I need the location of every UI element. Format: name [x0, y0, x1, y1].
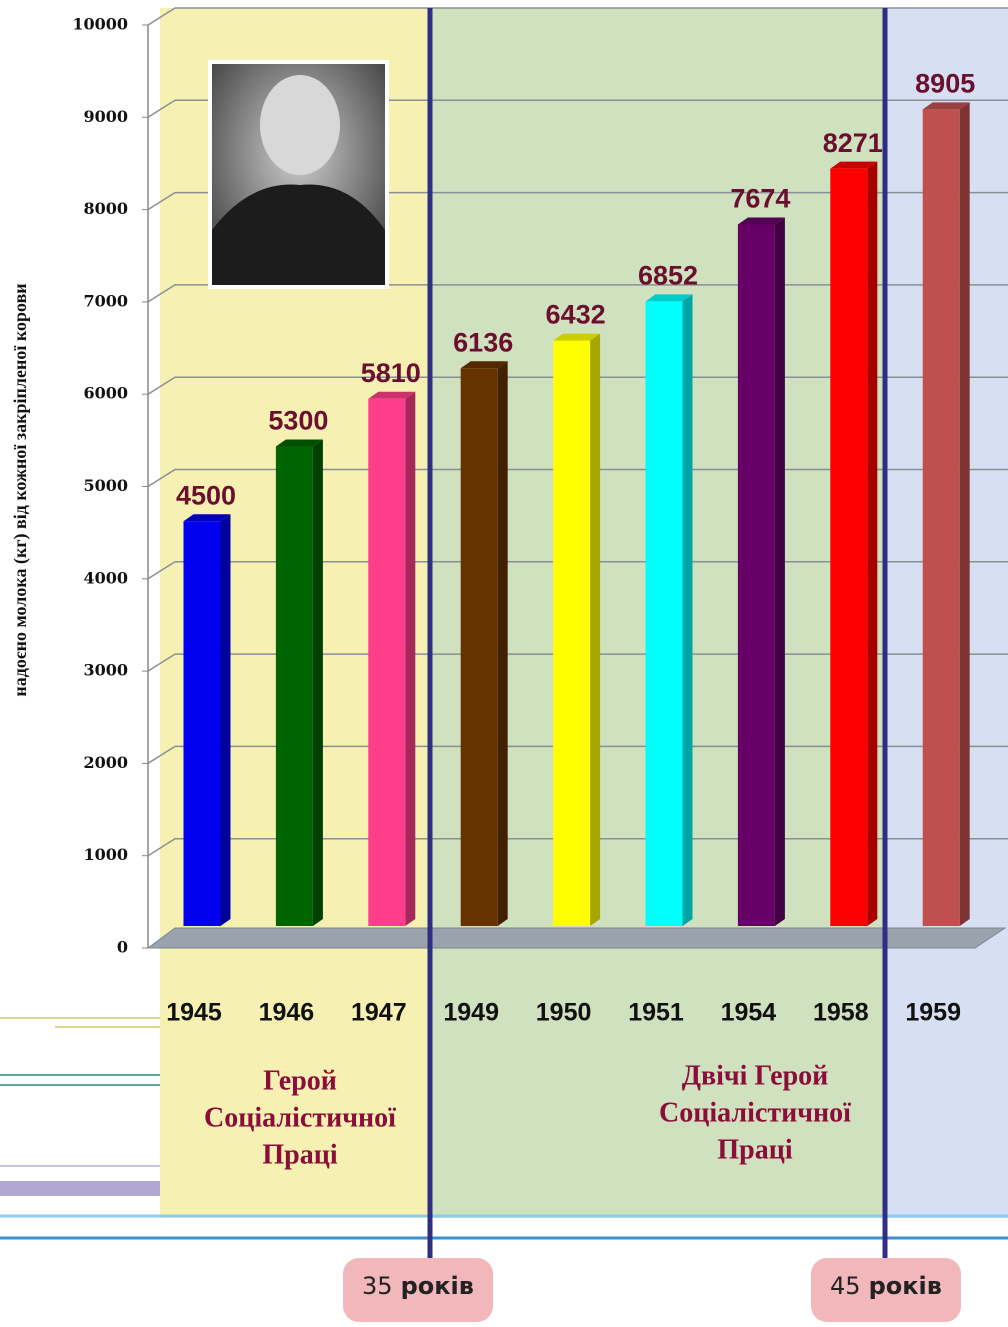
y-tick-label: 6000	[83, 384, 128, 403]
y-tick-label: 1000	[83, 845, 128, 864]
annotation-text: Соціалістичної	[659, 1097, 851, 1128]
y-tick-label: 10000	[72, 15, 128, 34]
value-label: 6852	[638, 260, 698, 290]
x-tick-label: 1945	[166, 999, 222, 1027]
value-label: 8905	[915, 69, 975, 99]
x-tick-label: 1951	[628, 999, 684, 1027]
portrait-photo	[208, 60, 389, 289]
y-tick-label: 3000	[83, 661, 128, 680]
y-tick-label: 8000	[83, 199, 128, 218]
value-label: 7674	[730, 184, 790, 214]
x-tick-label: 1954	[721, 999, 777, 1027]
y-tick-label: 7000	[83, 291, 128, 310]
value-label: 6432	[546, 300, 606, 330]
bar	[923, 102, 970, 926]
bar	[646, 294, 693, 926]
x-tick-label: 1946	[259, 999, 315, 1027]
x-tick-label: 1950	[536, 999, 592, 1027]
y-axis-label: надоєно молока (кг) від кожної закріплен…	[10, 283, 31, 696]
y-tick-label: 0	[117, 938, 128, 957]
value-label: 5300	[268, 406, 328, 436]
value-label: 5810	[361, 358, 421, 388]
x-tick-label: 1947	[351, 999, 407, 1027]
x-tick-label: 1959	[905, 999, 961, 1027]
bar	[276, 439, 323, 926]
x-tick-label: 1958	[813, 999, 869, 1027]
value-label: 8271	[823, 128, 883, 158]
bar	[553, 334, 600, 926]
y-tick-label: 9000	[83, 107, 128, 126]
bar	[461, 361, 508, 926]
age-number: 35	[362, 1272, 393, 1300]
y-tick-label: 5000	[83, 476, 128, 495]
x-tick-label: 1949	[443, 999, 499, 1027]
value-label: 4500	[176, 480, 236, 510]
floor	[148, 928, 1005, 948]
annotation-text: Герой	[263, 1065, 337, 1096]
chart: надоєно молока (кг) від кожної закріплен…	[0, 0, 1008, 1322]
y-tick-label: 4000	[83, 568, 128, 587]
age-label: 45 років	[830, 1272, 942, 1300]
bar	[738, 217, 785, 926]
bar	[368, 392, 415, 926]
annotation-text: Праці	[717, 1134, 792, 1165]
age-number: 45	[830, 1272, 861, 1300]
annotation-text: Соціалістичної	[204, 1102, 396, 1133]
y-tick-label: 2000	[83, 753, 128, 772]
age-unit: років	[869, 1272, 942, 1300]
age-unit: років	[401, 1272, 474, 1300]
value-label: 6136	[453, 327, 513, 357]
annotation-text: Праці	[262, 1139, 337, 1170]
annotation-text: Двічі Герой	[682, 1060, 829, 1091]
bar	[830, 162, 877, 926]
bar	[184, 514, 231, 926]
age-label: 35 років	[362, 1272, 474, 1300]
